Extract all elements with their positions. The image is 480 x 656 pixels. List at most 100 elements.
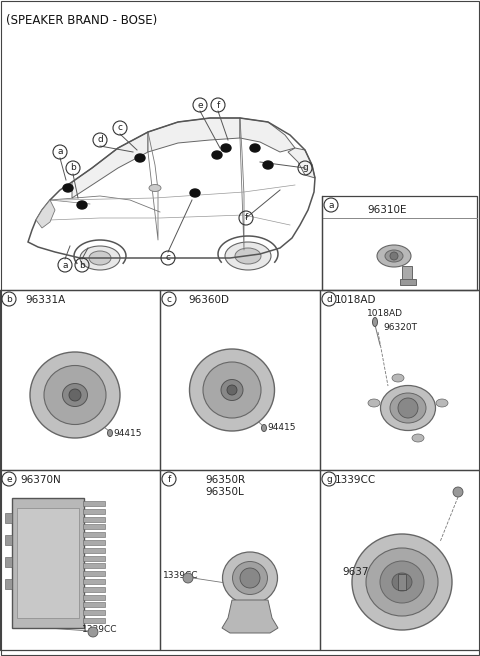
Bar (83, 517, 105, 522)
Text: 96370N: 96370N (20, 475, 61, 485)
Bar (83, 602, 105, 607)
Polygon shape (288, 148, 315, 178)
Bar (402, 266, 412, 282)
Ellipse shape (77, 201, 87, 209)
Text: a: a (62, 260, 68, 270)
Bar (83, 548, 105, 553)
Ellipse shape (392, 573, 412, 591)
Bar (160, 290, 320, 470)
Circle shape (240, 568, 260, 588)
Text: 1018AD: 1018AD (335, 295, 376, 305)
Bar (0, 470, 160, 650)
Text: f: f (168, 474, 170, 483)
Ellipse shape (225, 242, 271, 270)
Text: 96350L: 96350L (205, 487, 244, 497)
Bar (83, 610, 105, 615)
Bar (398, 574, 406, 590)
Ellipse shape (149, 184, 161, 192)
Ellipse shape (63, 184, 73, 192)
Polygon shape (240, 118, 295, 152)
Text: g: g (302, 163, 308, 173)
Circle shape (453, 487, 463, 497)
Ellipse shape (263, 161, 273, 169)
Bar (320, 470, 480, 650)
Text: c: c (166, 253, 170, 262)
Bar (83, 571, 105, 576)
Ellipse shape (212, 151, 222, 159)
Bar (17, 508, 79, 618)
Text: b: b (79, 260, 85, 270)
Ellipse shape (250, 144, 260, 152)
Text: g: g (326, 474, 332, 483)
Text: 1339CC: 1339CC (163, 571, 199, 581)
Text: 1339CC: 1339CC (335, 475, 376, 485)
Ellipse shape (62, 384, 87, 407)
Bar (322, 196, 477, 290)
Text: c: c (167, 295, 171, 304)
Ellipse shape (390, 393, 426, 423)
Bar (320, 290, 480, 470)
Circle shape (390, 252, 398, 260)
Ellipse shape (221, 380, 243, 401)
Bar (83, 540, 105, 545)
Bar (83, 594, 105, 600)
Ellipse shape (412, 434, 424, 442)
Bar (83, 564, 105, 568)
Bar (5, 535, 12, 545)
Text: d: d (97, 136, 103, 144)
Text: 96360D: 96360D (188, 295, 229, 305)
Text: b: b (6, 295, 12, 304)
Text: a: a (57, 148, 63, 157)
Ellipse shape (232, 562, 267, 594)
Bar (83, 509, 105, 514)
Ellipse shape (30, 352, 120, 438)
Ellipse shape (135, 154, 145, 162)
Text: 96320T: 96320T (383, 323, 417, 333)
Ellipse shape (436, 399, 448, 407)
Circle shape (88, 627, 98, 637)
Ellipse shape (262, 424, 266, 432)
Text: b: b (70, 163, 76, 173)
Ellipse shape (108, 430, 112, 436)
Ellipse shape (190, 349, 275, 431)
Ellipse shape (44, 365, 106, 424)
Text: c: c (118, 123, 122, 133)
Bar (83, 587, 105, 592)
Ellipse shape (223, 552, 277, 604)
Circle shape (183, 573, 193, 583)
Text: (SPEAKER BRAND - BOSE): (SPEAKER BRAND - BOSE) (6, 14, 157, 27)
Ellipse shape (392, 374, 404, 382)
Bar (83, 618, 105, 623)
Text: 94415: 94415 (267, 424, 296, 432)
Text: a: a (328, 201, 334, 209)
Ellipse shape (80, 246, 120, 270)
Ellipse shape (385, 250, 403, 262)
Text: e: e (197, 100, 203, 110)
Bar (5, 557, 12, 567)
Text: 96350R: 96350R (205, 475, 245, 485)
Circle shape (227, 385, 237, 395)
Bar (160, 470, 320, 650)
Polygon shape (222, 600, 278, 633)
Circle shape (398, 398, 418, 418)
Polygon shape (36, 200, 55, 228)
Ellipse shape (235, 248, 261, 264)
Text: f: f (216, 100, 220, 110)
Text: 1018AD: 1018AD (367, 309, 403, 318)
Ellipse shape (377, 245, 411, 267)
Text: d: d (326, 295, 332, 304)
Ellipse shape (221, 144, 231, 152)
Bar (83, 579, 105, 584)
Ellipse shape (89, 251, 111, 265)
Text: 94415: 94415 (113, 428, 142, 438)
Bar (0, 290, 160, 470)
Text: e: e (6, 474, 12, 483)
Circle shape (69, 389, 81, 401)
Bar (5, 579, 12, 589)
Text: 1339CC: 1339CC (82, 625, 118, 634)
Bar (83, 556, 105, 561)
Text: 96371: 96371 (342, 567, 375, 577)
Ellipse shape (190, 189, 200, 197)
Ellipse shape (381, 386, 435, 430)
Bar (83, 524, 105, 529)
